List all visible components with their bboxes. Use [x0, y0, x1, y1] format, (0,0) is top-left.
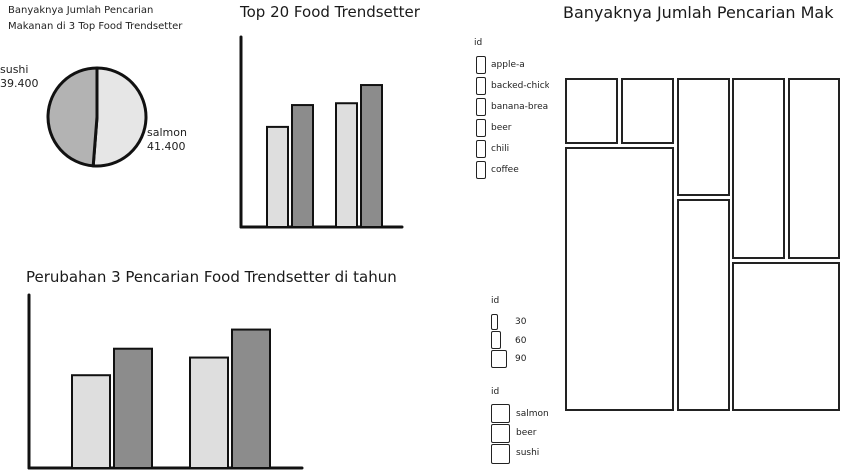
top-bar-bar	[291, 104, 314, 228]
pie-label-salmon: salmon 41.400	[147, 126, 187, 154]
legend-top3-item: salmon	[516, 409, 549, 419]
top-bar-bar	[335, 102, 358, 228]
treemap-cell	[677, 199, 730, 411]
pie-title-line1: Banyaknya Jumlah Pencarian	[8, 5, 154, 16]
pie-slice-sushi	[46, 66, 99, 168]
legend-size: 30 60 90	[490, 312, 540, 372]
legend-top3-swatch	[491, 444, 510, 464]
pie-chart-title: Banyaknya Jumlah Pencarian Makanan di 3 …	[8, 3, 218, 35]
pie-title-line2: Makanan di 3 Top Food Trendsetter	[8, 21, 183, 32]
pie-slice-salmon	[91, 66, 148, 168]
legend-top3-swatch	[491, 404, 510, 423]
treemap-cell	[732, 262, 840, 411]
pie-label-sushi-name: sushi	[0, 63, 29, 76]
legend-food-item: chili	[491, 144, 510, 154]
legend-food-swatch	[476, 56, 486, 74]
legend-food-swatch	[476, 161, 486, 179]
legend-size-swatch	[491, 350, 507, 368]
legend-top3-swatch	[491, 424, 510, 443]
treemap-cell	[565, 78, 618, 144]
bottom-bar-bar	[231, 328, 271, 469]
bottom-bar-bar	[113, 347, 153, 469]
treemap	[564, 77, 841, 412]
legend-top3-item: beer	[516, 428, 537, 438]
legend-size-header: id	[491, 296, 500, 306]
legend-food-swatch	[476, 77, 486, 95]
pie-label-sushi-value: 39.400	[0, 77, 39, 90]
treemap-cell	[621, 78, 674, 144]
legend-food-item: beer	[491, 123, 512, 133]
pie-label-salmon-name: salmon	[147, 126, 187, 139]
legend-food-item: backed-chick	[491, 81, 549, 91]
legend-food-header: id	[474, 38, 483, 48]
treemap-cell	[677, 78, 730, 196]
legend-top3-item: sushi	[516, 448, 540, 458]
legend-top3-header: id	[491, 387, 500, 397]
treemap-cell	[788, 78, 840, 259]
legend-size-swatch	[491, 331, 501, 349]
top-bar-chart-title: Top 20 Food Trendsetter	[240, 3, 420, 21]
legend-size-item: 30	[515, 317, 527, 327]
pie-label-sushi: sushi 39.400	[0, 63, 39, 91]
treemap-cell	[732, 78, 785, 259]
top-bar-bar	[360, 84, 383, 229]
bottom-bar-chart-title: Perubahan 3 Pencarian Food Trendsetter d…	[26, 268, 397, 286]
legend-top3: salmon beer sushi	[490, 402, 555, 468]
legend-food-item: apple-a	[491, 60, 525, 70]
treemap-title: Banyaknya Jumlah Pencarian Mak	[563, 3, 834, 22]
legend-size-item: 90	[515, 354, 527, 364]
legend-food-swatch	[476, 119, 486, 137]
legend-food-item: coffee	[491, 165, 519, 175]
legend-food-item: banana-brea	[491, 102, 549, 112]
bottom-bar-bar	[71, 374, 111, 469]
bottom-bar-bar	[189, 356, 229, 469]
top-bar-bar	[266, 125, 289, 228]
pie-label-salmon-value: 41.400	[147, 140, 186, 153]
legend-food: apple-a backed-chick banana-brea beer ch…	[474, 54, 549, 184]
treemap-cell	[565, 147, 674, 411]
legend-food-swatch	[476, 98, 486, 116]
legend-size-item: 60	[515, 336, 527, 346]
legend-food-swatch	[476, 140, 486, 158]
legend-size-swatch	[491, 314, 498, 330]
